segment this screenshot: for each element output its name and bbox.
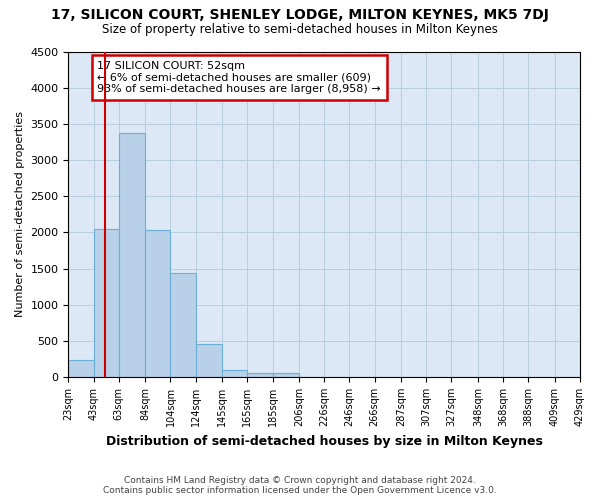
Bar	[68, 360, 94, 377]
Bar	[145, 230, 170, 377]
X-axis label: Distribution of semi-detached houses by size in Milton Keynes: Distribution of semi-detached houses by …	[106, 434, 542, 448]
Text: 17, SILICON COURT, SHENLEY LODGE, MILTON KEYNES, MK5 7DJ: 17, SILICON COURT, SHENLEY LODGE, MILTON…	[51, 8, 549, 22]
Bar	[247, 373, 272, 377]
Bar	[222, 370, 247, 377]
Bar	[170, 273, 196, 377]
Y-axis label: Number of semi-detached properties: Number of semi-detached properties	[15, 112, 25, 318]
Text: Size of property relative to semi-detached houses in Milton Keynes: Size of property relative to semi-detach…	[102, 22, 498, 36]
Bar	[119, 134, 145, 377]
Bar	[272, 372, 299, 377]
Bar	[196, 344, 222, 377]
Bar	[94, 230, 119, 377]
Text: 17 SILICON COURT: 52sqm
← 6% of semi-detached houses are smaller (609)
93% of se: 17 SILICON COURT: 52sqm ← 6% of semi-det…	[97, 61, 381, 94]
Text: Contains HM Land Registry data © Crown copyright and database right 2024.
Contai: Contains HM Land Registry data © Crown c…	[103, 476, 497, 495]
